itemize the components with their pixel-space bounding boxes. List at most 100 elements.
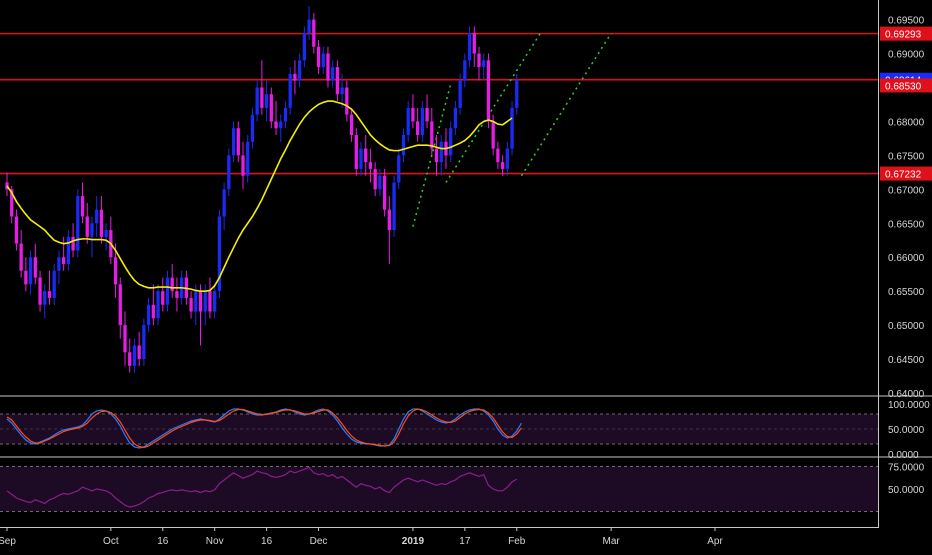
candle-body: [264, 94, 269, 108]
candle-body: [61, 257, 66, 264]
candle-body: [312, 19, 316, 47]
candle-body: [269, 94, 273, 122]
candle-body: [208, 291, 212, 312]
candle-body: [28, 257, 33, 285]
candle-body: [364, 148, 368, 163]
stochastic-axis-tick-label: 50.0000: [888, 425, 925, 436]
price-tag-label: 0.69293: [885, 30, 922, 41]
candle-body: [316, 46, 321, 68]
candle-body: [14, 216, 19, 244]
candle-body: [500, 162, 505, 169]
candle-body: [189, 297, 193, 312]
candle-body: [449, 128, 453, 156]
candle-body: [52, 270, 56, 298]
candle-body: [161, 291, 165, 305]
candle-body: [430, 121, 434, 149]
candle-body: [113, 257, 118, 285]
candle-body: [307, 19, 311, 34]
candle-body: [260, 87, 264, 108]
candle-body: [453, 107, 458, 129]
moving-average: [6, 100, 513, 292]
candle-body: [104, 230, 108, 237]
candle-body: [118, 284, 122, 326]
candle-body: [345, 87, 349, 115]
rsi-line: [6, 466, 518, 508]
candle-body: [175, 291, 179, 298]
candle-body: [10, 189, 14, 217]
candle-body: [137, 345, 141, 360]
candle-body: [387, 209, 391, 231]
candle-body: [496, 148, 500, 163]
time-axis-tick-label: Mar: [603, 536, 621, 547]
candle-body: [283, 107, 288, 122]
candle-body: [463, 60, 467, 81]
candle-body: [33, 257, 37, 278]
time-axis-tick-label: Apr: [707, 536, 723, 547]
price-axis-tick-label: 0.69500: [888, 16, 925, 27]
candle-body: [274, 121, 278, 129]
candle-body: [222, 189, 226, 217]
candle-body: [203, 291, 207, 312]
candle-body: [411, 107, 415, 122]
stochastic-axis-tick-label: 0.0000: [888, 450, 919, 461]
time-axis: Sep Oct 16 Nov 16 Dec 2019 17 Feb Mar Apr: [0, 527, 723, 547]
candle-body: [198, 291, 203, 312]
trend-channel-line: [520, 32, 612, 177]
candle-body: [85, 216, 89, 237]
candle-body: [458, 80, 462, 108]
price-axis-tick-label: 0.65000: [888, 321, 925, 332]
candle-body: [128, 352, 132, 366]
candle-body: [472, 33, 476, 54]
time-axis-tick-label: 16: [157, 536, 169, 547]
price-axis-tick-label: 0.64000: [888, 389, 925, 400]
candle-body: [170, 277, 174, 292]
candle-body: [76, 196, 80, 251]
time-axis-tick-label: Feb: [508, 536, 526, 547]
candle-body: [415, 121, 420, 135]
candle-body: [236, 128, 240, 156]
time-axis-tick-label: 17: [459, 536, 471, 547]
candle-body: [71, 236, 75, 251]
candlesticks: [5, 6, 519, 373]
price-axis-tick-label: 0.66000: [888, 253, 925, 264]
candle-body: [505, 148, 509, 169]
price-axis-tick-label: 0.69000: [888, 50, 925, 61]
candle-body: [335, 67, 340, 95]
candle-body: [165, 277, 170, 305]
candle-body: [142, 325, 146, 360]
candle-body: [250, 114, 255, 142]
candle-body: [217, 216, 222, 292]
price-axis-tick-label: 0.67500: [888, 151, 925, 162]
candle-body: [420, 107, 425, 135]
candle-body: [156, 291, 160, 319]
candle-body: [321, 53, 325, 68]
price-axis-tick-label: 0.65500: [888, 287, 925, 298]
price-axis-tick-label: 0.66500: [888, 219, 925, 230]
time-axis-tick-label: Oct: [103, 536, 119, 547]
time-axis-tick-label: Nov: [206, 536, 224, 547]
price-tag-label: 0.68530: [885, 81, 922, 92]
candle-body: [227, 155, 231, 190]
time-axis-tick-label: 2019: [402, 536, 425, 547]
price-tag-box: [880, 166, 932, 181]
candle-body: [57, 257, 61, 271]
candle-body: [151, 304, 155, 319]
price-axis-tick-label: 0.68000: [888, 117, 925, 128]
candle-body: [486, 60, 491, 122]
candle-body: [297, 60, 302, 81]
candle-body: [123, 325, 127, 353]
candle-body: [231, 128, 236, 156]
moving-average-line: [6, 100, 513, 292]
candle-body: [279, 121, 283, 129]
candle-body: [397, 155, 401, 183]
candle-body: [146, 304, 151, 326]
price-tag-label: 0.67232: [885, 170, 922, 181]
candle-body: [213, 291, 217, 312]
indicator-panes: [0, 413, 878, 512]
candle-body: [515, 80, 519, 108]
candle-body: [378, 175, 382, 190]
